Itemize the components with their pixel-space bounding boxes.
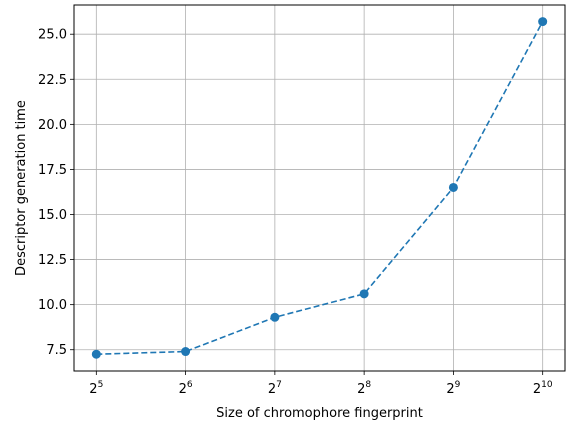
y-tick-label: 12.5 (38, 253, 67, 268)
data-point (359, 289, 369, 299)
y-tick-label: 15.0 (38, 208, 67, 223)
grid-lines (74, 5, 565, 371)
x-tick-exponent: 6 (187, 380, 193, 390)
x-tick-exponent: 9 (455, 380, 461, 390)
y-tick-label: 10.0 (38, 298, 67, 313)
x-tick-label: 210 (533, 380, 553, 397)
y-tick-label: 22.5 (38, 73, 67, 88)
x-axis-ticks: 25 26 27 28 29 210 (89, 371, 553, 397)
x-tick-label: 25 (89, 380, 103, 397)
series-markers (91, 17, 548, 359)
data-point (181, 347, 191, 357)
x-tick-label: 26 (179, 380, 193, 397)
y-tick-label: 17.5 (38, 163, 67, 178)
y-tick-label: 7.5 (46, 343, 67, 358)
x-tick-base: 2 (446, 382, 454, 397)
data-point (538, 17, 548, 27)
x-tick-base: 2 (533, 382, 541, 397)
x-tick-base: 2 (268, 382, 276, 397)
data-point (91, 349, 101, 359)
y-tick-label: 25.0 (38, 28, 67, 43)
x-tick-exponent: 5 (98, 380, 104, 390)
y-axis-ticks: 7.5 10.0 12.5 15.0 17.5 20.0 22.5 25.0 (38, 28, 74, 358)
x-tick-label: 29 (446, 380, 460, 397)
x-tick-exponent: 7 (276, 380, 282, 390)
x-tick-label: 27 (268, 380, 282, 397)
x-tick-base: 2 (357, 382, 365, 397)
x-tick-exponent: 10 (541, 380, 553, 390)
y-tick-label: 20.0 (38, 118, 67, 133)
x-tick-label: 28 (357, 380, 371, 397)
x-axis-label: Size of chromophore fingerprint (216, 406, 423, 421)
x-tick-base: 2 (89, 382, 97, 397)
plot-area-frame (73, 4, 566, 372)
data-point (270, 312, 280, 322)
data-point (448, 182, 458, 192)
series-line (96, 21, 544, 356)
x-tick-base: 2 (179, 382, 187, 397)
x-tick-exponent: 8 (365, 380, 371, 390)
y-axis-label: Descriptor generation time (14, 100, 29, 276)
